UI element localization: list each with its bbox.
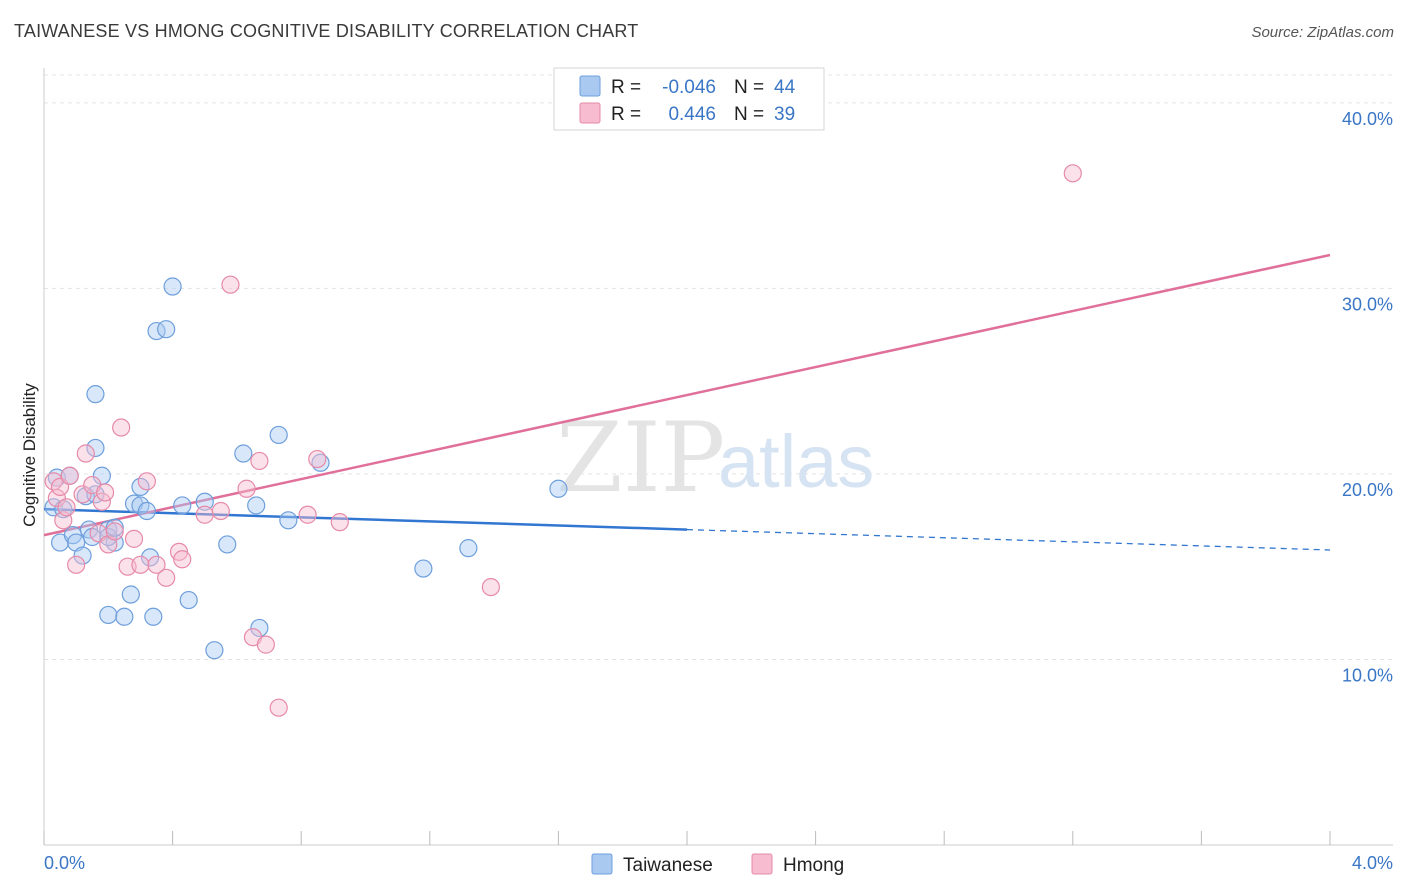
legend-r-value-taiwanese: -0.046 (662, 77, 716, 98)
point-hmong (250, 451, 269, 471)
point-hmong (60, 466, 79, 485)
point-hmong (124, 529, 144, 548)
watermark-atlas: atlas (718, 420, 874, 503)
y-tick-label: 30.0% (1342, 294, 1393, 314)
point-hmong (76, 444, 95, 463)
stats-legend: R = -0.046 N = 44 R = 0.446 N = 39 (553, 67, 825, 131)
watermark-zip: ZIP (556, 402, 725, 514)
legend-swatch-hmong (579, 102, 601, 124)
point-taiwanese (157, 320, 176, 339)
chart-title: TAIWANESE VS HMONG COGNITIVE DISABILITY … (14, 21, 639, 41)
point-taiwanese (269, 425, 288, 445)
point-hmong (67, 555, 86, 574)
legend-n-value-taiwanese: 44 (774, 77, 796, 98)
point-hmong (131, 555, 150, 574)
point-taiwanese (173, 496, 192, 515)
point-taiwanese (195, 492, 214, 511)
y-tick-labels: 10.0% 20.0% 30.0% 40.0% (1342, 109, 1393, 686)
point-taiwanese (86, 385, 105, 404)
legend-n-value-hmong: 39 (774, 104, 795, 125)
point-hmong (269, 698, 288, 717)
point-taiwanese (247, 496, 266, 515)
series-legend-swatch-hmong (751, 853, 773, 875)
point-taiwanese (218, 535, 237, 554)
y-axis-label: Cognitive Disability (20, 383, 39, 527)
legend-r-value-hmong: 0.446 (668, 104, 716, 125)
point-taiwanese (459, 539, 478, 558)
point-taiwanese (279, 511, 298, 530)
trend-line-extension-taiwanese (686, 528, 1331, 551)
point-taiwanese (163, 277, 182, 296)
point-taiwanese (140, 548, 160, 567)
point-hmong (173, 550, 192, 569)
x-tick-label-max: 4.0% (1352, 853, 1393, 873)
data-points (44, 164, 1082, 717)
point-taiwanese (137, 501, 156, 521)
point-taiwanese (86, 438, 105, 458)
point-taiwanese (250, 618, 269, 638)
point-hmong (137, 472, 156, 491)
legend-n-label-taiwanese: N = (734, 77, 764, 98)
point-hmong (211, 501, 230, 521)
point-hmong (47, 488, 66, 508)
legend-n-label-hmong: N = (734, 104, 764, 125)
point-hmong (1063, 164, 1082, 183)
point-hmong (221, 275, 240, 294)
point-taiwanese (73, 546, 92, 565)
legend-r-label-hmong: R = (611, 104, 641, 125)
y-tick-label: 10.0% (1342, 665, 1393, 685)
gridlines (44, 74, 1393, 660)
point-taiwanese (121, 585, 140, 604)
x-ticks (43, 831, 1331, 845)
axes (43, 68, 1393, 846)
series-legend-swatch-taiwanese (591, 853, 613, 875)
point-hmong (57, 498, 76, 517)
legend-swatch-taiwanese (579, 75, 601, 97)
point-hmong (105, 522, 124, 541)
series-legend-label-hmong: Hmong (783, 855, 844, 876)
trend-line-hmong (43, 253, 1331, 537)
source-credit: Source: ZipAtlas.com (1251, 24, 1394, 41)
point-hmong (195, 505, 214, 524)
point-hmong (147, 555, 166, 574)
point-taiwanese (99, 605, 118, 625)
point-hmong (157, 568, 176, 587)
legend-r-label-taiwanese: R = (611, 77, 641, 98)
point-taiwanese (414, 559, 433, 578)
point-taiwanese (234, 444, 253, 463)
point-taiwanese (179, 590, 198, 610)
point-taiwanese (144, 607, 163, 626)
point-hmong (256, 635, 275, 654)
point-hmong (95, 483, 115, 502)
trend-lines (43, 253, 1331, 551)
point-hmong (73, 485, 92, 504)
point-hmong (481, 577, 500, 597)
series-legend-label-taiwanese: Taiwanese (623, 855, 713, 876)
point-taiwanese (115, 607, 134, 626)
point-hmong (298, 505, 317, 524)
point-hmong (112, 418, 131, 437)
y-tick-label: 20.0% (1342, 480, 1393, 500)
point-hmong (330, 513, 349, 532)
point-hmong (308, 449, 327, 469)
y-tick-label: 40.0% (1342, 109, 1393, 129)
point-taiwanese (205, 641, 224, 660)
watermark: ZIP atlas (556, 402, 874, 514)
series-legend: Taiwanese Hmong (591, 853, 844, 876)
point-taiwanese (549, 479, 568, 498)
point-hmong (237, 479, 256, 498)
x-tick-label-min: 0.0% (44, 853, 85, 873)
